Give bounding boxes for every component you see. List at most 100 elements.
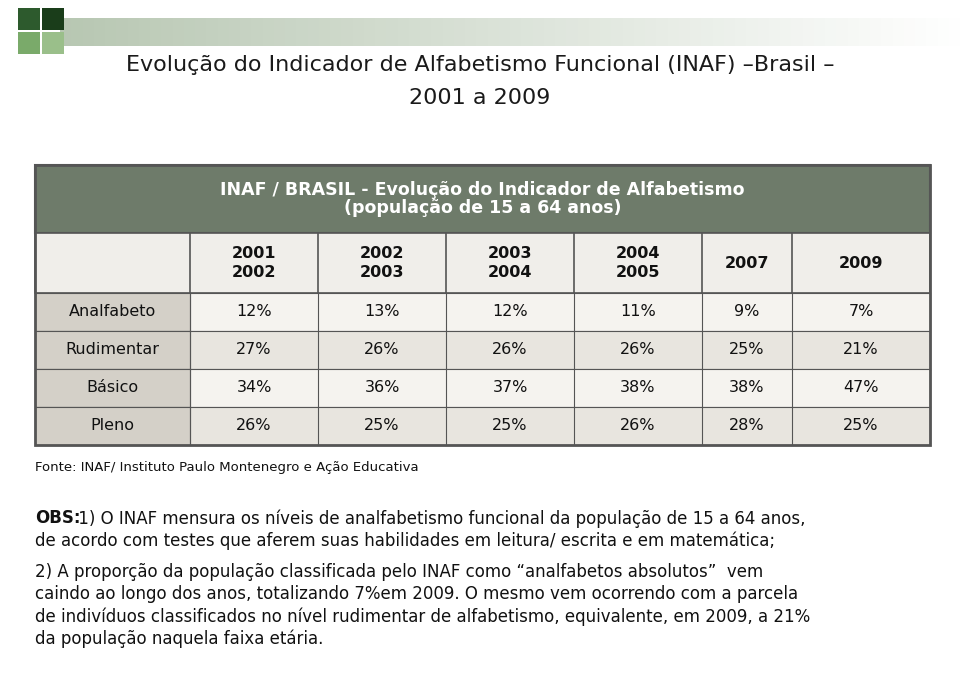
Text: (população de 15 a 64 anos): (população de 15 a 64 anos) [344, 199, 621, 217]
Bar [588, 18, 601, 46]
Bar [600, 18, 612, 46]
Bar [139, 18, 151, 46]
Bar [262, 18, 275, 46]
Bar [35, 331, 930, 369]
Bar [757, 18, 769, 46]
Bar [893, 18, 904, 46]
Text: 2001 a 2009: 2001 a 2009 [409, 88, 551, 108]
Bar [60, 18, 72, 46]
Text: OBS:: OBS: [35, 509, 81, 527]
Text: de indivíduos classificados no nível rudimentar de alfabetismo, equivalente, em : de indivíduos classificados no nível rud… [35, 607, 810, 625]
Bar [218, 18, 229, 46]
Bar [712, 18, 724, 46]
Bar [746, 18, 758, 46]
Bar [454, 18, 466, 46]
Bar [533, 18, 544, 46]
Bar [645, 18, 657, 46]
Bar [679, 18, 690, 46]
Bar [18, 32, 40, 54]
Text: 34%: 34% [236, 381, 272, 395]
Text: 12%: 12% [492, 305, 528, 319]
Bar [128, 18, 139, 46]
Bar [285, 18, 297, 46]
Text: 2001
2002: 2001 2002 [231, 245, 276, 280]
Text: 7%: 7% [849, 305, 874, 319]
Bar [35, 293, 190, 331]
Bar [173, 18, 184, 46]
Text: 13%: 13% [364, 305, 399, 319]
Bar [510, 18, 521, 46]
Bar [938, 18, 949, 46]
Text: 36%: 36% [364, 381, 399, 395]
Bar [319, 18, 330, 46]
Bar [612, 18, 623, 46]
Bar [35, 165, 930, 445]
Bar [724, 18, 735, 46]
Bar [71, 18, 83, 46]
Text: 26%: 26% [364, 342, 399, 358]
Bar [803, 18, 814, 46]
Bar [926, 18, 938, 46]
Bar [915, 18, 926, 46]
Bar [780, 18, 792, 46]
Text: 26%: 26% [236, 418, 272, 434]
Text: 2) A proporção da população classificada pelo INAF como “analfabetos absolutos” : 2) A proporção da população classificada… [35, 563, 763, 581]
Text: 11%: 11% [620, 305, 656, 319]
Bar [735, 18, 747, 46]
Bar [903, 18, 916, 46]
Bar [274, 18, 285, 46]
Text: 47%: 47% [843, 381, 878, 395]
Text: 21%: 21% [843, 342, 878, 358]
Bar [488, 18, 499, 46]
Bar [814, 18, 826, 46]
Bar [116, 18, 128, 46]
Text: 38%: 38% [730, 381, 765, 395]
Text: 26%: 26% [492, 342, 528, 358]
Text: 25%: 25% [730, 342, 765, 358]
Bar [341, 18, 353, 46]
Bar [183, 18, 196, 46]
Bar [94, 18, 106, 46]
Text: 1) O INAF mensura os níveis de analfabetismo funcional da população de 15 a 64 a: 1) O INAF mensura os níveis de analfabet… [73, 509, 805, 528]
Bar [409, 18, 420, 46]
Bar [375, 18, 387, 46]
Text: Fonte: INAF/ Instituto Paulo Montenegro e Ação Educativa: Fonte: INAF/ Instituto Paulo Montenegro … [35, 461, 419, 474]
Text: 12%: 12% [236, 305, 272, 319]
Bar [35, 331, 190, 369]
Bar [566, 18, 578, 46]
Text: 28%: 28% [730, 418, 765, 434]
Bar [42, 8, 64, 30]
Bar [825, 18, 837, 46]
Text: 2004
2005: 2004 2005 [615, 245, 660, 280]
Bar [206, 18, 218, 46]
Bar [769, 18, 780, 46]
Text: 25%: 25% [364, 418, 399, 434]
Bar [881, 18, 893, 46]
Bar [240, 18, 252, 46]
Text: da população naquela faixa etária.: da população naquela faixa etária. [35, 629, 324, 648]
Bar [431, 18, 443, 46]
Bar [161, 18, 173, 46]
Bar [35, 233, 930, 293]
Bar [701, 18, 713, 46]
Text: 26%: 26% [620, 418, 656, 434]
Bar [18, 8, 40, 30]
Bar [352, 18, 364, 46]
Bar [35, 407, 190, 445]
Bar [476, 18, 488, 46]
Bar [35, 369, 190, 407]
Text: Pleno: Pleno [90, 418, 134, 434]
Bar [35, 165, 930, 233]
Text: Rudimentar: Rudimentar [65, 342, 159, 358]
Text: 25%: 25% [492, 418, 528, 434]
Text: 25%: 25% [843, 418, 878, 434]
Text: Básico: Básico [86, 381, 138, 395]
Bar [307, 18, 320, 46]
Bar [859, 18, 871, 46]
Bar [634, 18, 645, 46]
Text: Evolução do Indicador de Alfabetismo Funcional (INAF) –Brasil –: Evolução do Indicador de Alfabetismo Fun… [126, 55, 834, 75]
Bar [465, 18, 477, 46]
Bar [420, 18, 432, 46]
Bar [397, 18, 409, 46]
Text: 2007: 2007 [725, 256, 769, 270]
